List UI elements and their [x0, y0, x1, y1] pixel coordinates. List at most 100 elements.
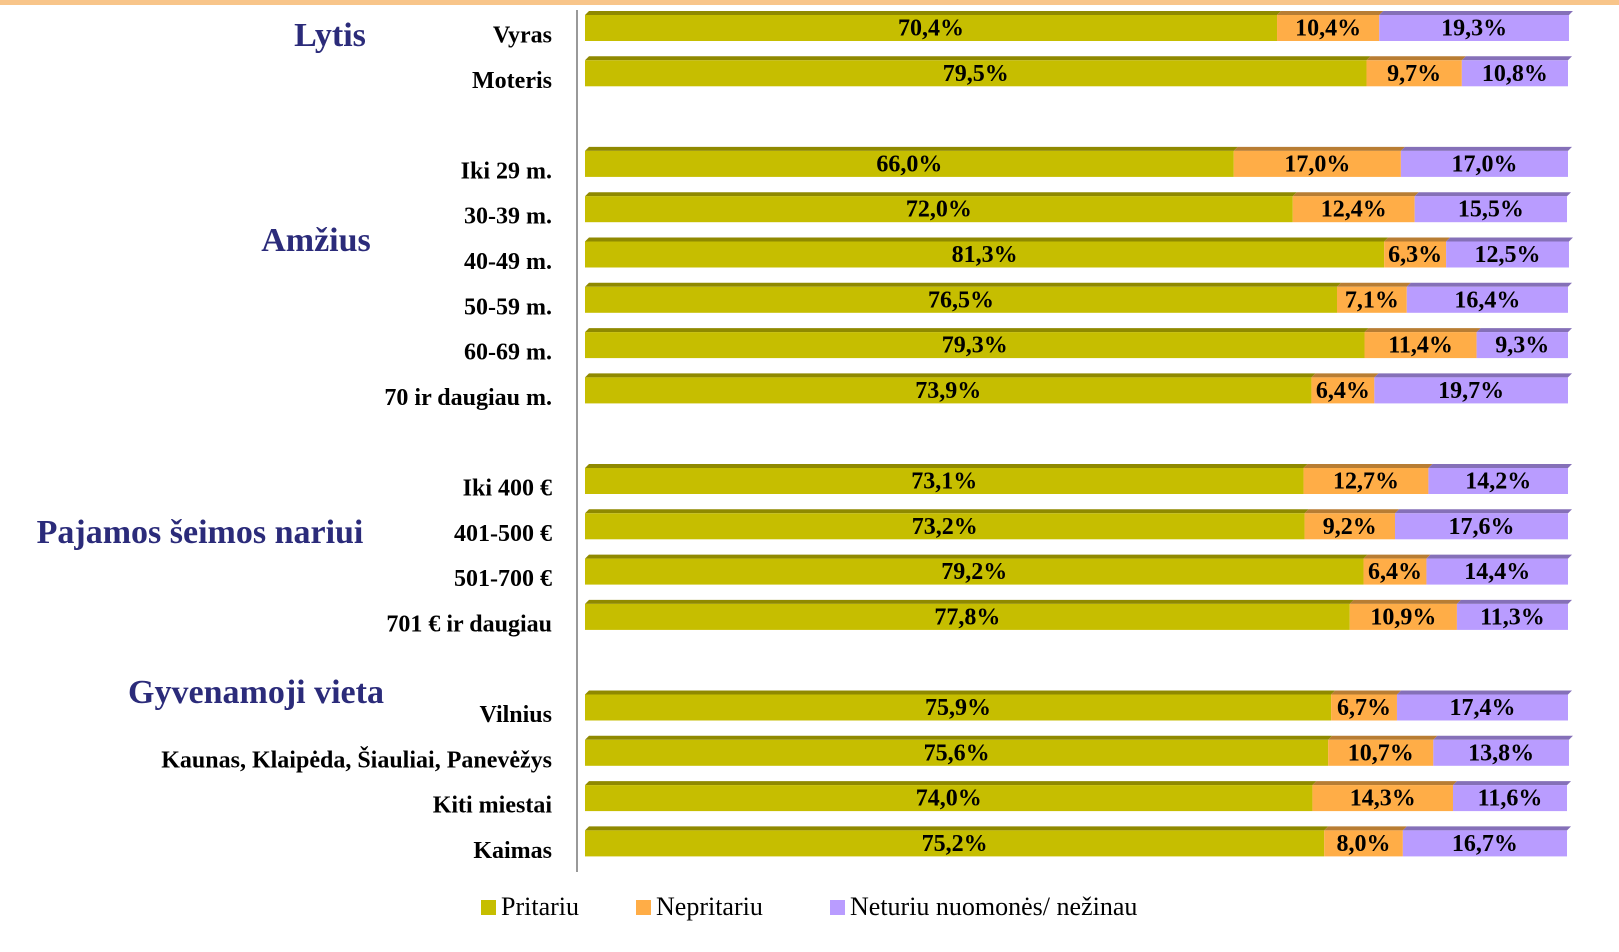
data-label: 8,0%	[1337, 831, 1391, 857]
bar	[1379, 15, 1569, 41]
bar	[585, 196, 1293, 223]
bar	[1384, 241, 1447, 268]
bar-top	[1277, 11, 1384, 15]
bar	[585, 603, 1350, 630]
y-tick-label: Vilnius	[480, 702, 552, 728]
bar-top	[585, 690, 1336, 695]
bar	[585, 468, 1304, 494]
legend-label: Nepritariu	[656, 892, 763, 921]
bar	[585, 332, 1365, 359]
data-label: 6,4%	[1316, 378, 1370, 404]
bar-top	[585, 464, 1308, 468]
bar	[1363, 558, 1427, 585]
bar-top	[1304, 509, 1399, 514]
group-label: Lytis	[294, 17, 366, 54]
bar	[1311, 377, 1375, 404]
bar	[1456, 603, 1568, 630]
bar-top	[1394, 509, 1572, 514]
bar-top	[585, 826, 1329, 831]
y-tick-label: 50-59 m.	[464, 294, 552, 320]
y-tick-label: 701 € ir daugiau	[386, 611, 552, 637]
bar	[1328, 739, 1434, 766]
data-label: 66,0%	[876, 151, 942, 177]
bar-top	[585, 554, 1368, 559]
data-label: 70,4%	[898, 16, 964, 42]
y-tick-label: Iki 29 m.	[461, 158, 552, 184]
bar	[1336, 286, 1407, 313]
bar-top	[1384, 237, 1451, 242]
bar	[1303, 468, 1429, 494]
bar-top	[1349, 599, 1461, 604]
bar	[585, 830, 1325, 857]
bar-top	[1461, 56, 1572, 61]
bar-top	[585, 781, 1317, 786]
bar	[1366, 60, 1462, 87]
bar-top	[1476, 328, 1572, 333]
bar	[1476, 332, 1568, 359]
data-label: 12,5%	[1475, 242, 1541, 268]
legend-swatch	[830, 900, 845, 915]
y-tick-label: 501-700 €	[454, 566, 552, 592]
bar	[585, 785, 1313, 812]
bar	[1414, 196, 1568, 223]
bar	[1324, 830, 1403, 857]
data-label: 75,9%	[925, 695, 991, 721]
data-label: 9,2%	[1323, 514, 1377, 540]
data-label: 6,7%	[1337, 695, 1391, 721]
bar	[1331, 694, 1397, 721]
data-label: 17,0%	[1284, 151, 1350, 177]
y-tick-label: 40-49 m.	[464, 249, 552, 275]
bar-top	[585, 192, 1297, 197]
bar	[585, 739, 1329, 766]
data-label: 19,3%	[1441, 16, 1507, 42]
legend-swatch	[636, 900, 651, 915]
y-tick-label: 70 ir daugiau m.	[384, 385, 552, 411]
data-label: 73,2%	[912, 514, 978, 540]
bar-top	[1433, 735, 1573, 740]
bar-top	[1374, 373, 1572, 378]
data-label: 73,1%	[911, 469, 977, 495]
bar-top	[1428, 464, 1572, 468]
y-tick-label: Vyras	[493, 23, 552, 49]
bar	[585, 150, 1234, 177]
bar-top	[585, 237, 1389, 242]
data-label: 9,3%	[1495, 333, 1549, 359]
data-label: 17,4%	[1449, 695, 1515, 721]
bar	[1426, 558, 1568, 585]
bar	[1461, 60, 1568, 87]
bar	[1402, 830, 1568, 857]
data-label: 15,5%	[1458, 197, 1524, 223]
bar	[1312, 785, 1453, 812]
bar	[585, 694, 1332, 721]
data-label: 9,7%	[1387, 61, 1441, 87]
bar-top	[1402, 826, 1572, 831]
bar	[1433, 739, 1569, 766]
bar-top	[585, 509, 1309, 514]
data-label: 72,0%	[906, 197, 972, 223]
data-label: 77,8%	[934, 604, 1000, 630]
bar-top	[1379, 11, 1573, 15]
data-label: 79,2%	[941, 559, 1007, 585]
bar-top	[1406, 282, 1572, 287]
bar-top	[1331, 690, 1401, 695]
data-label: 14,3%	[1350, 786, 1416, 812]
bar	[1364, 332, 1477, 359]
bar	[1446, 241, 1569, 268]
group-label: Gyvenamoji vieta	[128, 674, 384, 711]
bar-top	[1336, 282, 1411, 287]
y-tick-label: Kaimas	[473, 838, 552, 864]
bar	[585, 286, 1337, 313]
bar	[1394, 513, 1568, 540]
bar-top	[1396, 690, 1572, 695]
bar	[585, 241, 1385, 268]
data-label: 14,2%	[1465, 469, 1531, 495]
bar	[1452, 785, 1568, 812]
bar-top	[1292, 192, 1419, 197]
y-tick-label: Kaunas, Klaipėda, Šiauliai, Panevėžys	[161, 746, 552, 773]
bar-top	[1366, 56, 1466, 61]
bar-top	[1311, 373, 1379, 378]
bar	[1233, 150, 1401, 177]
bar-top	[1456, 599, 1572, 604]
bar	[585, 15, 1278, 41]
data-label: 12,7%	[1333, 469, 1399, 495]
